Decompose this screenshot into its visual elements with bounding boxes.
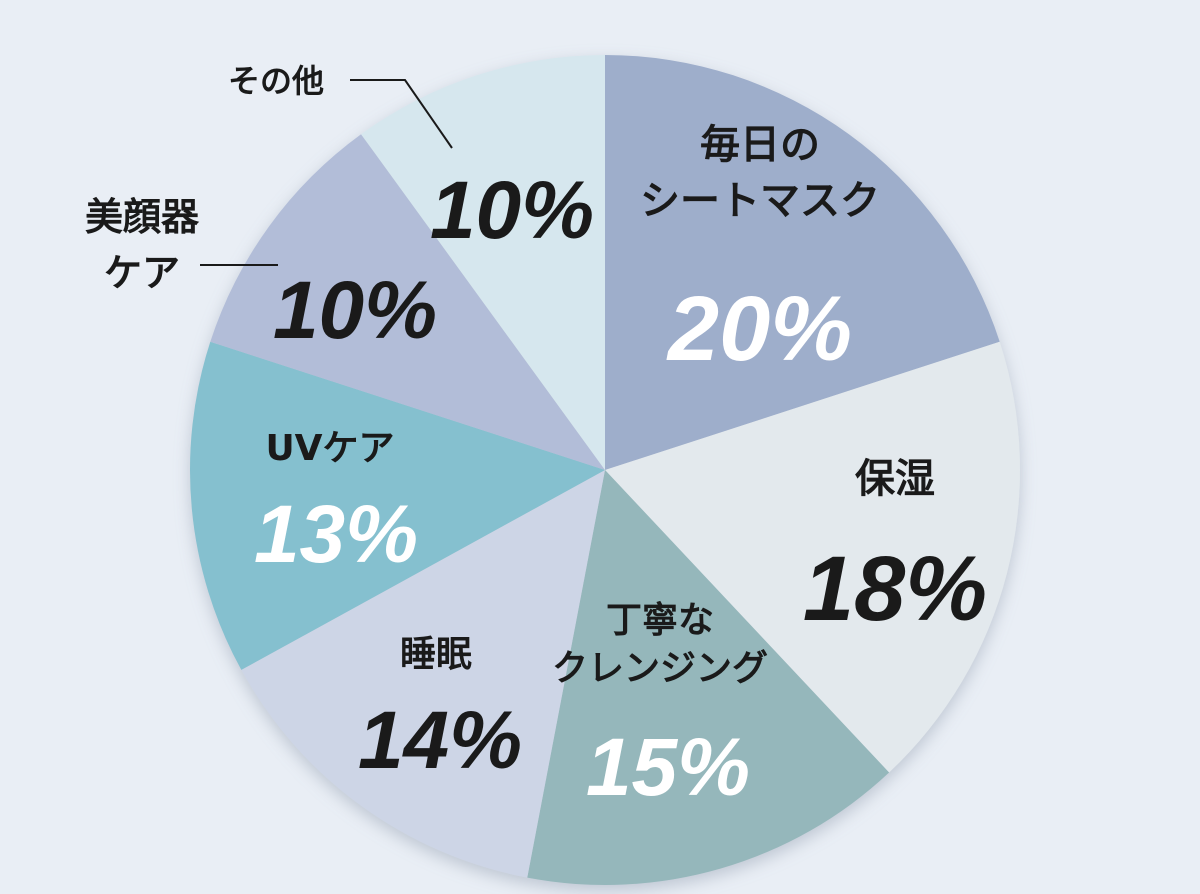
slice-category-label: 睡眠 <box>400 634 472 675</box>
slice-category-label: ケア <box>104 251 180 295</box>
slice-category-label: 美顔器 <box>85 195 200 239</box>
slice-value-label: 15% <box>586 722 750 813</box>
pie-slice <box>527 470 890 885</box>
slice-value-label: 14% <box>358 695 522 786</box>
pie-slice <box>605 341 1020 773</box>
slice-category-label: シートマスク <box>640 178 880 224</box>
slice-category-label: 丁寧な <box>606 600 714 641</box>
slice-category-label: クレンジング <box>552 648 768 689</box>
slice-category-label: 保湿 <box>855 456 935 502</box>
slice-value-label: 20% <box>666 278 852 380</box>
leader-line <box>350 79 453 149</box>
pie-slice <box>605 55 1000 470</box>
slice-value-label: 10% <box>430 165 594 256</box>
slice-value-label: 18% <box>803 538 987 640</box>
pie-slice <box>361 55 605 470</box>
slice-value-label: 13% <box>254 489 418 580</box>
slice-category-label: 毎日の <box>700 122 820 168</box>
slice-value-label: 10% <box>273 265 437 356</box>
pie-slice <box>210 134 606 471</box>
slice-category-label: その他 <box>228 62 324 100</box>
slice-category-label: UVケア <box>265 428 394 469</box>
pie-slice <box>241 470 605 878</box>
pie-slice <box>189 341 605 670</box>
